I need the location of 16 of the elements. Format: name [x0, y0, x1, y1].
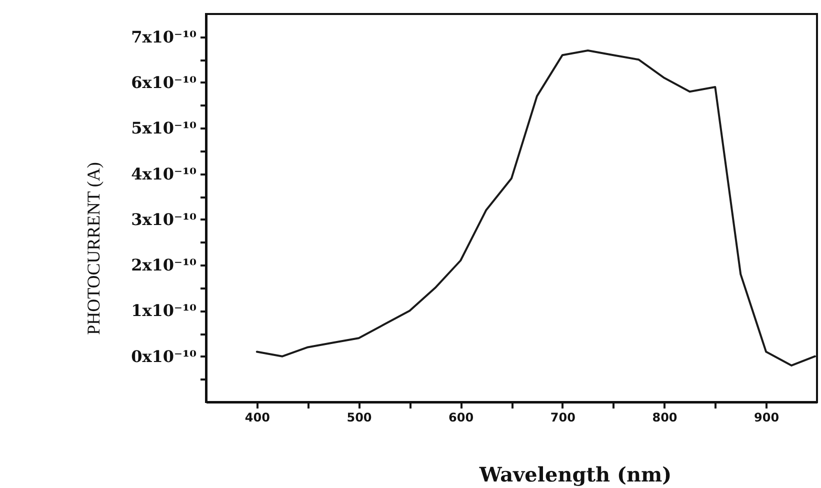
- y-tick-label: 6x10⁻¹⁰: [131, 72, 196, 92]
- x-tick-label: 500: [346, 410, 372, 424]
- y-tick-label: 4x10⁻¹⁰: [131, 164, 196, 184]
- y-tick-label: 3x10⁻¹⁰: [131, 210, 196, 229]
- x-tick-label: 700: [550, 410, 576, 424]
- x-tick-label: 900: [754, 410, 780, 424]
- x-tick-label: 600: [448, 410, 474, 424]
- x-tick-label: 800: [652, 410, 678, 424]
- y-tick-label: 7x10⁻¹⁰: [131, 27, 196, 46]
- y-tick-label: 0x10⁻¹⁰: [131, 346, 196, 366]
- y-tick-label: 5x10⁻¹⁰: [131, 118, 196, 138]
- x-axis-title: Wavelength (nm): [478, 462, 672, 486]
- x-tick-label: 400: [244, 410, 270, 424]
- y-axis-title: PHOTOCURRENT (A): [84, 162, 104, 335]
- y-tick-label: 1x10⁻¹⁰: [131, 301, 196, 320]
- y-tick-label: 2x10⁻¹⁰: [131, 256, 196, 275]
